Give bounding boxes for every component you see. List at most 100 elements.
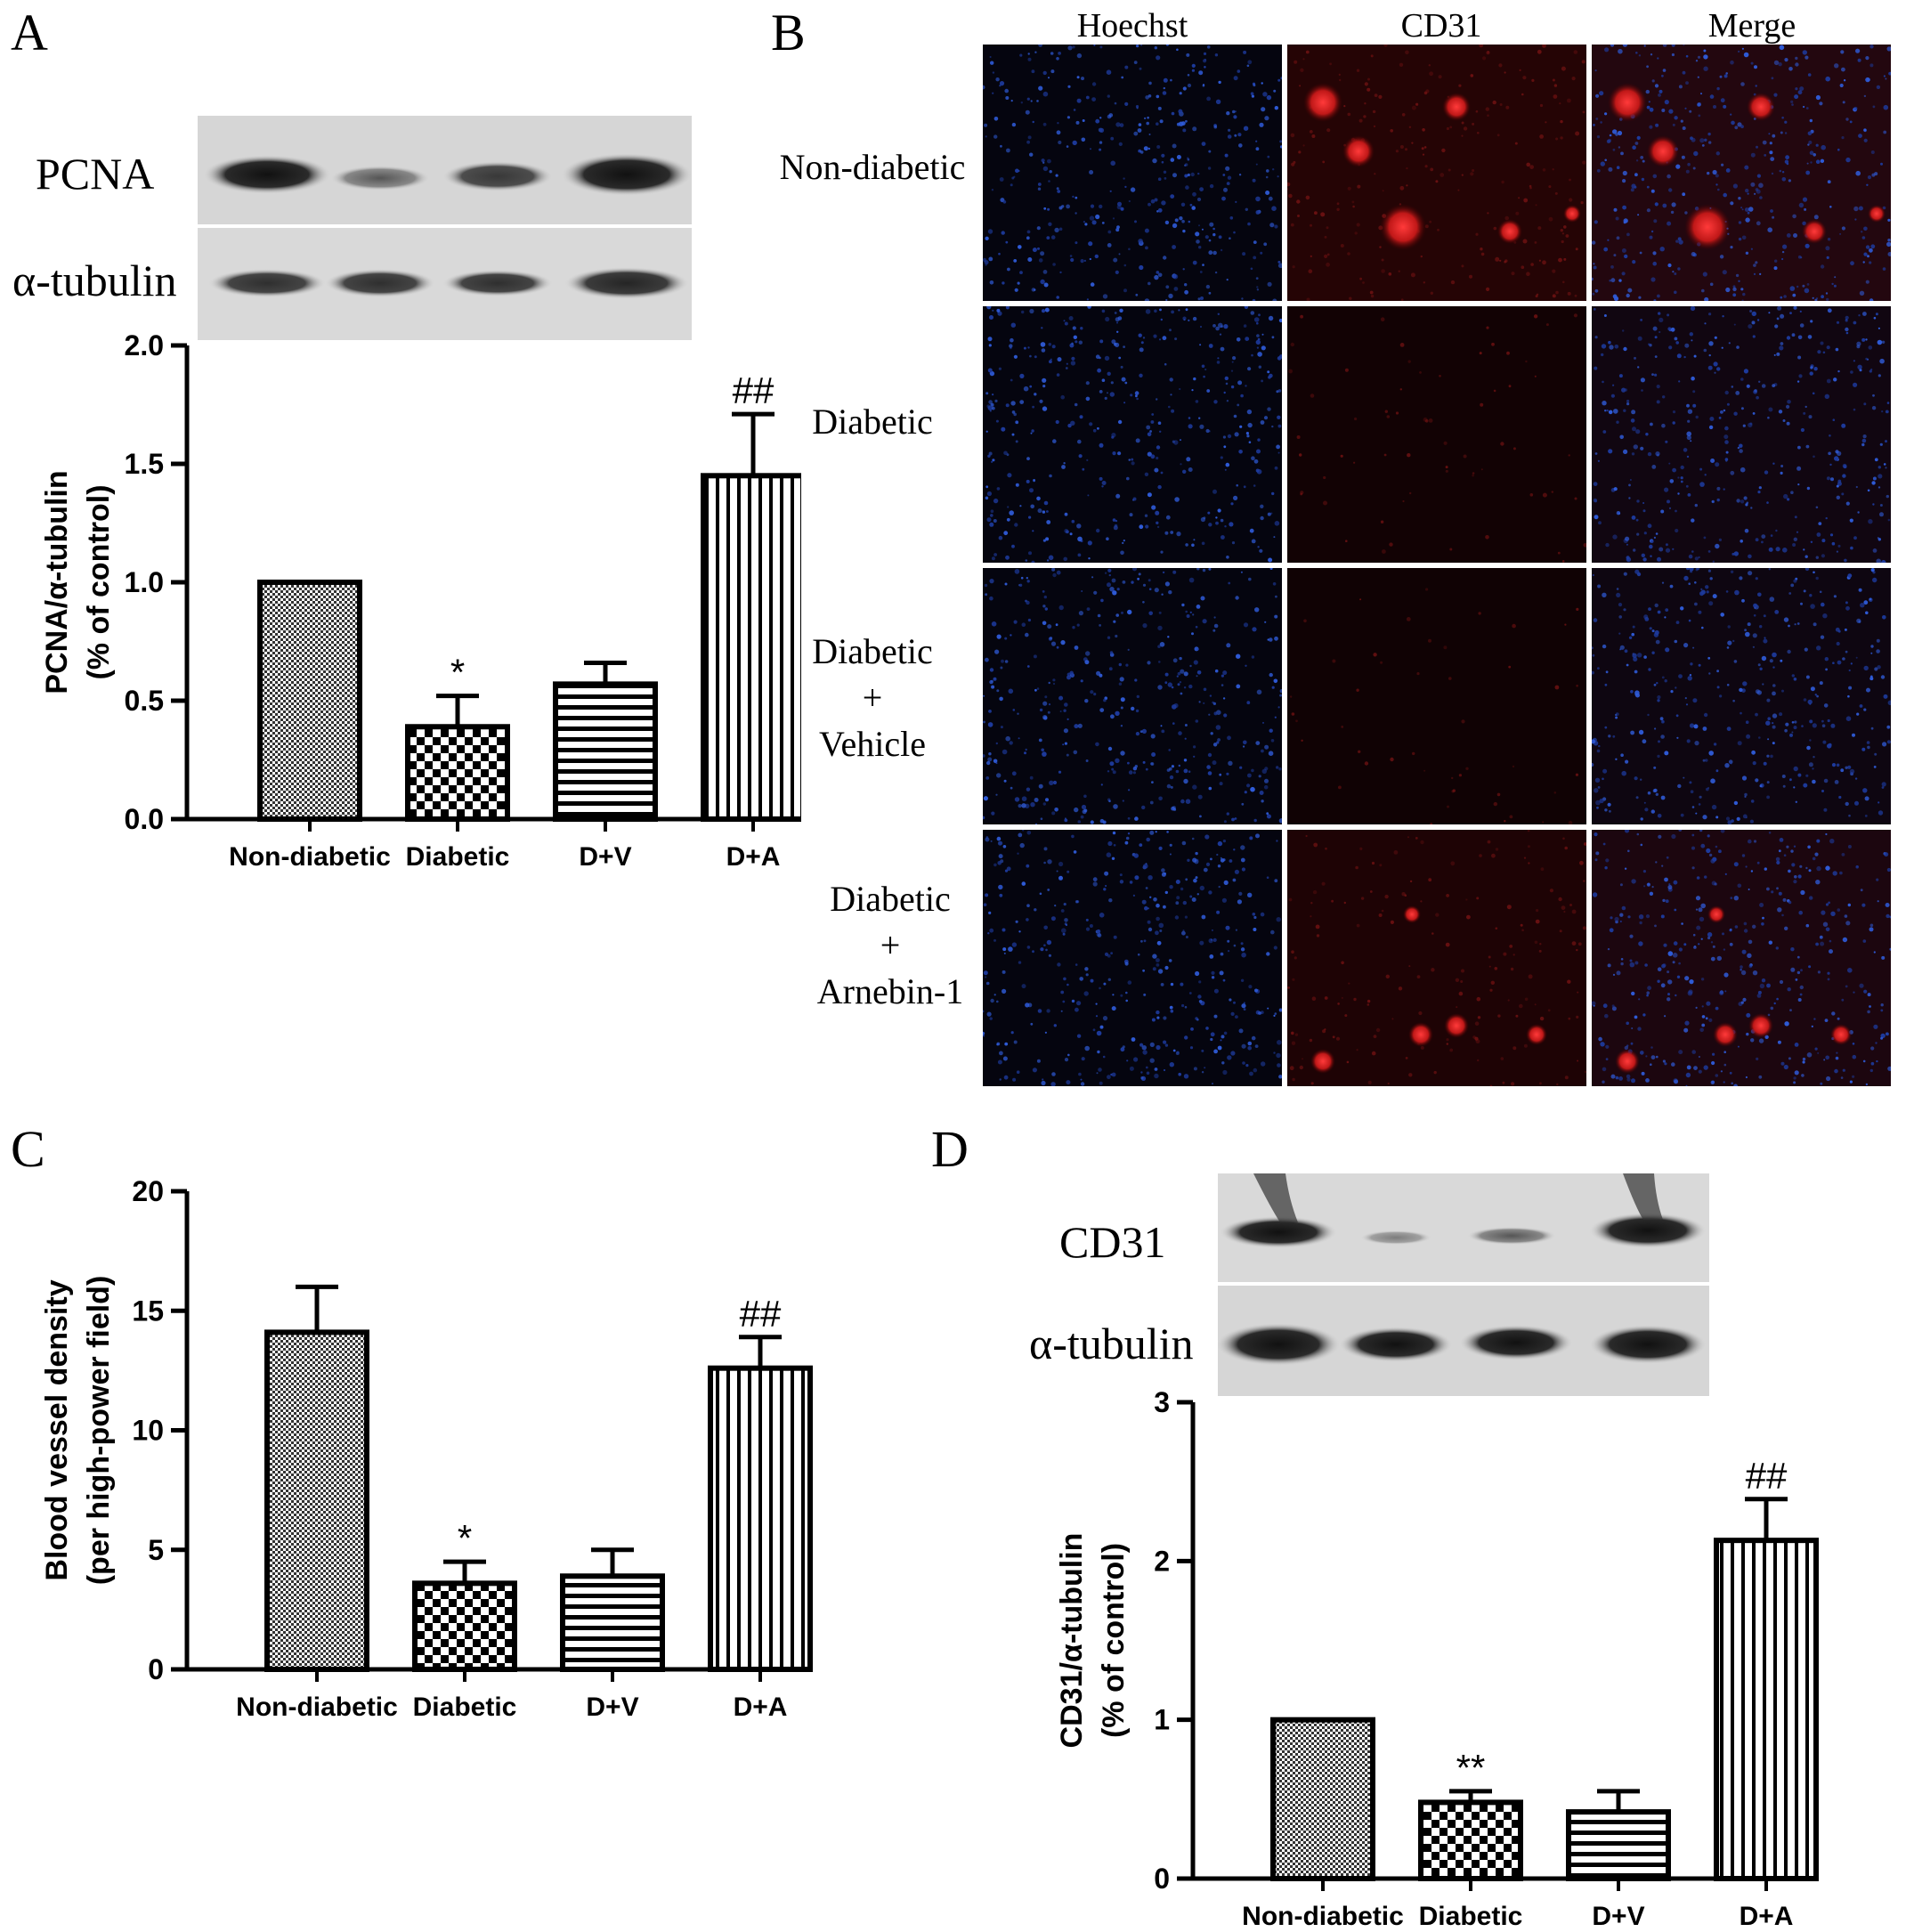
panel-b-letter: B xyxy=(771,4,806,61)
significance-marker: ## xyxy=(1746,1455,1788,1497)
column-header-hoechst: Hoechst xyxy=(1076,7,1188,45)
micrograph-grid xyxy=(983,45,1910,1092)
micrograph-texture xyxy=(983,306,1282,563)
blot-a-tubulin-label: α-tubulin xyxy=(12,256,177,305)
column-header-merge: Merge xyxy=(1707,7,1796,45)
y-axis-label: PCNA/α-tubulin (% of control) xyxy=(40,470,116,694)
y-tick-label: 10 xyxy=(132,1415,164,1447)
micrograph-texture xyxy=(983,45,1282,301)
y-tick-label: 1.5 xyxy=(125,448,164,480)
micrograph-non-diabetic-cd31 xyxy=(1287,45,1586,301)
micrograph-texture xyxy=(983,830,1282,1086)
significance-marker: * xyxy=(458,1517,472,1559)
y-axis-label-line2: (% of control) xyxy=(82,484,116,679)
micrograph-texture xyxy=(983,568,1282,824)
micrograph-diabetic-hoechst xyxy=(983,306,1282,563)
bar xyxy=(1270,1717,1375,1881)
panel-c-letter: C xyxy=(11,1120,45,1178)
chart-d: 0 1 2 3 CD31/α-tubulin (% of control) Non-diab… xyxy=(1055,1386,1819,1931)
western-blot-d xyxy=(1218,1173,1709,1396)
column-header-cd31: CD31 xyxy=(1400,7,1482,45)
panel-a-letter: A xyxy=(11,4,48,61)
significance-marker: ## xyxy=(740,1293,782,1335)
y-tick-label: 1 xyxy=(1154,1704,1170,1736)
bar-group-non-diabetic: Non-diabetic xyxy=(236,1284,398,1722)
blot-d-cd31-label: CD31 xyxy=(1059,1217,1166,1267)
micrograph-texture xyxy=(1592,830,1891,1086)
bar-group-d-v: D+V xyxy=(1566,1789,1671,1931)
micrograph-diabetic-merge xyxy=(1592,306,1891,563)
panel-d-letter: D xyxy=(931,1120,969,1178)
y-tick-label: 0 xyxy=(148,1653,164,1685)
micrograph-diabetic-arnebin-merge xyxy=(1592,830,1891,1086)
x-tick-label: D+V xyxy=(586,1693,638,1722)
x-tick-label: Non-diabetic xyxy=(229,842,391,872)
y-axis-label-line2: (per high-power field) xyxy=(82,1276,116,1586)
blot-d-tubulin-label: α-tubulin xyxy=(1029,1319,1194,1368)
y-tick-label: 1.0 xyxy=(125,566,164,598)
significance-marker: ## xyxy=(733,369,775,411)
x-tick-label: Diabetic xyxy=(406,842,510,872)
micrograph-texture xyxy=(1592,306,1891,563)
x-tick-label: D+A xyxy=(1740,1902,1794,1931)
y-tick-label: 3 xyxy=(1154,1386,1170,1418)
bar xyxy=(412,1580,517,1672)
bar xyxy=(708,1365,813,1672)
bar-group-diabetic: Diabetic * xyxy=(405,652,510,872)
bar xyxy=(1566,1809,1671,1882)
x-tick-label: D+V xyxy=(1592,1902,1644,1931)
x-tick-label: D+V xyxy=(579,842,631,872)
chart-a-plot: 0.0 0.5 1.0 1.5 2.0 PCNA/α-tubulin (% of contr… xyxy=(40,329,801,872)
bar-group-d-v: D+V xyxy=(560,1547,665,1722)
y-tick-label: 0.0 xyxy=(125,803,164,835)
y-tick-label: 0.5 xyxy=(125,685,164,717)
significance-marker: ** xyxy=(1456,1747,1486,1789)
micrograph-texture xyxy=(1592,568,1891,824)
x-tick-label: Diabetic xyxy=(413,1693,517,1722)
y-axis-label: CD31/α-tubulin (% of control) xyxy=(1055,1533,1131,1749)
bar-group-d-a: D+A ## xyxy=(1714,1455,1819,1931)
y-tick-label: 15 xyxy=(132,1295,164,1327)
x-tick-label: D+A xyxy=(734,1693,788,1722)
bar-group-non-diabetic: Non-diabetic xyxy=(1242,1717,1404,1931)
bar-group-diabetic: Diabetic * xyxy=(412,1517,517,1722)
bar xyxy=(553,681,658,822)
y-tick-label: 0 xyxy=(1154,1863,1170,1895)
bar xyxy=(405,724,510,823)
bar-group-d-a: D+A ## xyxy=(701,369,801,872)
y-tick-label: 2.0 xyxy=(125,329,164,361)
y-axis-label-line1: PCNA/α-tubulin xyxy=(40,470,74,694)
micrograph-texture xyxy=(1592,45,1891,301)
x-tick-label: Diabetic xyxy=(1419,1902,1523,1931)
x-tick-label: D+A xyxy=(726,842,781,872)
western-blot-a xyxy=(198,116,692,340)
bar-group-d-v: D+V xyxy=(553,660,658,872)
micrograph-diabetic-arnebin-hoechst xyxy=(983,830,1282,1086)
chart-a: 0.0 0.5 1.0 1.5 2.0 PCNA/α-tubulin (% of contr… xyxy=(40,329,801,872)
bar-group-non-diabetic: Non-diabetic xyxy=(229,580,391,872)
micrograph-diabetic-arnebin-cd31 xyxy=(1287,830,1586,1086)
y-tick-label: 2 xyxy=(1154,1545,1170,1577)
bar xyxy=(1714,1538,1819,1881)
micrograph-non-diabetic-merge xyxy=(1592,45,1891,301)
micrograph-texture xyxy=(1287,45,1586,301)
bar xyxy=(701,473,801,823)
x-tick-label: Non-diabetic xyxy=(236,1693,398,1722)
micrograph-diabetic-vehicle-merge xyxy=(1592,568,1891,824)
y-axis-label: Blood vessel density (per high-power fiel… xyxy=(40,1276,116,1586)
x-tick-label: Non-diabetic xyxy=(1242,1902,1404,1931)
micrograph-diabetic-cd31 xyxy=(1287,306,1586,563)
blot-a-pcna-label: PCNA xyxy=(36,149,155,199)
significance-marker: * xyxy=(450,652,465,694)
bar-group-d-a: D+A ## xyxy=(708,1293,813,1722)
row-label-diabetic: Diabetic xyxy=(812,402,933,442)
bar xyxy=(1418,1799,1523,1881)
micrograph-texture xyxy=(1287,830,1586,1086)
bar-group-diabetic: Diabetic ** xyxy=(1418,1747,1523,1931)
micrograph-diabetic-vehicle-cd31 xyxy=(1287,568,1586,824)
y-tick-label: 5 xyxy=(148,1534,164,1566)
y-axis-label-line1: Blood vessel density xyxy=(40,1279,74,1580)
y-axis-label-line1: CD31/α-tubulin xyxy=(1055,1533,1089,1749)
row-label-diabetic-vehicle: Diabetic + Vehicle xyxy=(812,631,933,764)
bar xyxy=(560,1573,665,1672)
